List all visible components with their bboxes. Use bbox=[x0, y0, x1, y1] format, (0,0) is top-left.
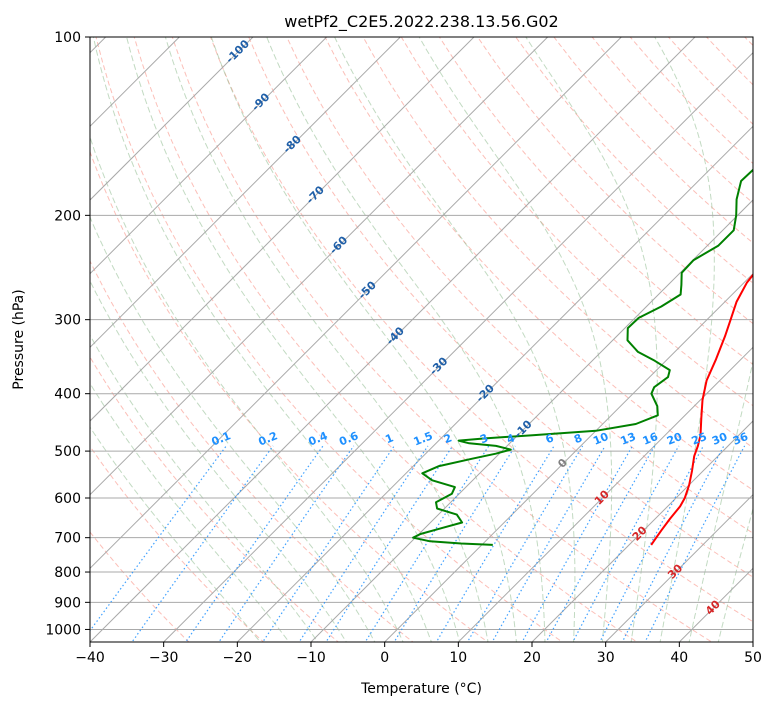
isotherm-line bbox=[163, 51, 753, 642]
isotherm-line bbox=[531, 420, 753, 642]
y-tick-label: 100 bbox=[54, 30, 81, 46]
y-tick-label: 1000 bbox=[45, 622, 81, 638]
mixing-ratio-line bbox=[262, 445, 395, 642]
isotherm-line bbox=[90, 37, 328, 275]
isotherm-line bbox=[384, 272, 753, 642]
dry-adiabat-line bbox=[438, 37, 753, 366]
mixing-ratio-label: 16 bbox=[641, 430, 660, 448]
isotherm-line bbox=[310, 199, 753, 642]
y-tick-label: 400 bbox=[54, 387, 81, 403]
mixing-ratio-label: 30 bbox=[710, 430, 729, 448]
mixing-ratio-label: 25 bbox=[690, 430, 709, 448]
x-tick-label: 20 bbox=[523, 650, 541, 666]
isotherm-line bbox=[457, 346, 753, 642]
isotherm-line bbox=[90, 37, 254, 201]
y-tick-label: 500 bbox=[54, 444, 81, 460]
mixing-ratio-line bbox=[491, 445, 606, 642]
y-tick-label: 900 bbox=[54, 595, 81, 611]
mixing-ratio-label: 20 bbox=[665, 430, 684, 448]
mixing-ratio-line bbox=[131, 445, 274, 642]
x-tick-label: 40 bbox=[670, 650, 688, 666]
mixing-ratio-line bbox=[218, 445, 355, 642]
plot-frame bbox=[89, 36, 754, 643]
mixing-ratio-line bbox=[572, 445, 680, 642]
mixing-ratio-line bbox=[435, 445, 555, 642]
chart-title: wetPf2_C2E5.2022.238.13.56.G02 bbox=[284, 12, 558, 32]
mixing-ratio-line bbox=[545, 445, 656, 642]
mixing-ratio-label: 2 bbox=[442, 431, 454, 446]
x-tick-label: −20 bbox=[223, 650, 253, 666]
mixing-ratio-label: 8 bbox=[572, 431, 584, 446]
dry-adiabat-line bbox=[324, 37, 753, 491]
y-tick-label: 300 bbox=[54, 313, 81, 329]
mixing-ratio-line bbox=[364, 445, 490, 642]
mixing-ratio-line bbox=[521, 445, 634, 642]
y-tick-label: 700 bbox=[54, 531, 81, 547]
mixing-ratio-label: 3 bbox=[478, 431, 490, 446]
y-axis-label: Pressure (hPa) bbox=[11, 289, 27, 389]
x-axis-label: Temperature (°C) bbox=[360, 681, 482, 697]
x-tick-label: 0 bbox=[380, 650, 389, 666]
mixing-ratio-label: 36 bbox=[731, 430, 750, 448]
plot-area-background bbox=[90, 37, 753, 642]
mixing-ratio-line bbox=[393, 445, 516, 642]
temperature-profile-line bbox=[650, 273, 753, 546]
mixing-ratio-line bbox=[644, 445, 746, 642]
plot-grid-layer bbox=[90, 37, 753, 642]
dry-adiabat-line bbox=[171, 37, 713, 642]
mixing-ratio-label: 13 bbox=[619, 430, 638, 448]
y-tick-label: 800 bbox=[54, 565, 81, 581]
mixing-ratio-line bbox=[599, 445, 704, 642]
isotherm-line bbox=[605, 493, 753, 642]
x-tick-label: 50 bbox=[744, 650, 762, 666]
moist-adiabat-line bbox=[92, 37, 432, 642]
isotherm-line bbox=[90, 37, 696, 642]
x-tick-label: 30 bbox=[597, 650, 615, 666]
x-tick-label: −10 bbox=[296, 650, 326, 666]
moist-adiabat-line bbox=[90, 279, 347, 642]
x-tick-label: −30 bbox=[149, 650, 179, 666]
isotherm-line bbox=[90, 37, 475, 422]
profile-layer bbox=[412, 168, 753, 546]
axes-layer: −40 −30 −20 −10 0 10 20 30 40 50 100 200 300 400 500 60… bbox=[45, 30, 762, 666]
isotherm-line bbox=[236, 125, 753, 642]
x-tick-label: 10 bbox=[449, 650, 467, 666]
x-tick-label: −40 bbox=[75, 650, 105, 666]
y-tick-label: 600 bbox=[54, 491, 81, 507]
isotherm-line bbox=[90, 37, 622, 570]
mixing-ratio-label: 1 bbox=[383, 431, 395, 446]
isotherm-line bbox=[90, 37, 401, 349]
dry-adiabat-line bbox=[400, 37, 753, 407]
mixing-ratio-label: 10 bbox=[591, 430, 610, 448]
dewpoint-profile-line bbox=[412, 168, 753, 546]
moist-adiabat-line bbox=[210, 37, 518, 642]
dry-adiabat-line bbox=[90, 531, 190, 642]
isotherm-line bbox=[90, 37, 549, 496]
y-tick-label: 200 bbox=[54, 208, 81, 224]
mixing-ratio-line bbox=[466, 445, 584, 642]
